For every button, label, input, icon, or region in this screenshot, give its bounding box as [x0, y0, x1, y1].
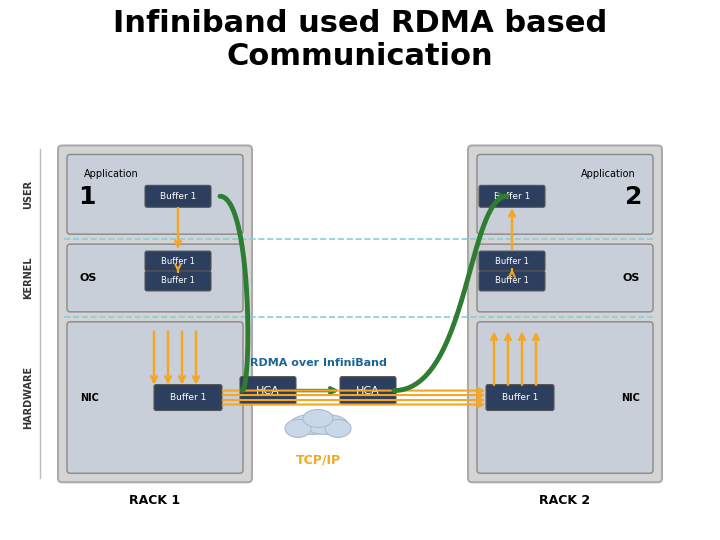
Text: NIC: NIC: [621, 393, 640, 402]
FancyBboxPatch shape: [479, 185, 545, 207]
Text: HCA: HCA: [356, 386, 380, 396]
Ellipse shape: [290, 415, 334, 434]
Text: 1: 1: [78, 185, 96, 210]
FancyBboxPatch shape: [486, 384, 554, 410]
FancyBboxPatch shape: [477, 154, 653, 234]
Text: Infiniband used RDMA based
Communication: Infiniband used RDMA based Communication: [113, 9, 607, 71]
Text: RACK 2: RACK 2: [539, 494, 590, 507]
FancyBboxPatch shape: [477, 322, 653, 473]
Text: OS: OS: [623, 273, 640, 283]
Ellipse shape: [325, 420, 351, 437]
FancyBboxPatch shape: [477, 244, 653, 312]
Text: NIC: NIC: [80, 393, 99, 402]
FancyBboxPatch shape: [479, 271, 545, 291]
Text: Buffer 1: Buffer 1: [494, 192, 530, 201]
Text: 2: 2: [625, 185, 642, 210]
FancyBboxPatch shape: [67, 322, 243, 473]
FancyBboxPatch shape: [58, 145, 252, 482]
FancyBboxPatch shape: [340, 376, 396, 404]
Text: Buffer 1: Buffer 1: [161, 256, 195, 266]
FancyBboxPatch shape: [240, 376, 296, 404]
FancyBboxPatch shape: [67, 244, 243, 312]
Text: HARDWARE: HARDWARE: [23, 366, 33, 429]
Text: Buffer 1: Buffer 1: [160, 192, 196, 201]
FancyBboxPatch shape: [154, 384, 222, 410]
Text: Buffer 1: Buffer 1: [170, 393, 206, 402]
Text: Application: Application: [84, 170, 139, 179]
FancyBboxPatch shape: [468, 145, 662, 482]
Ellipse shape: [304, 415, 348, 434]
Text: Buffer 1: Buffer 1: [495, 256, 529, 266]
Text: KERNEL: KERNEL: [23, 256, 33, 299]
FancyBboxPatch shape: [67, 154, 243, 234]
FancyBboxPatch shape: [145, 185, 211, 207]
Ellipse shape: [303, 409, 333, 428]
FancyBboxPatch shape: [145, 251, 211, 271]
Text: Buffer 1: Buffer 1: [161, 276, 195, 286]
Text: HCA: HCA: [256, 386, 280, 396]
Text: TCP/IP: TCP/IP: [295, 454, 341, 467]
FancyBboxPatch shape: [145, 271, 211, 291]
Text: RDMA over InfiniBand: RDMA over InfiniBand: [250, 357, 387, 368]
Text: RACK 1: RACK 1: [130, 494, 181, 507]
Text: OS: OS: [80, 273, 97, 283]
Text: Application: Application: [581, 170, 636, 179]
Text: Buffer 1: Buffer 1: [502, 393, 538, 402]
Ellipse shape: [285, 420, 311, 437]
Text: Buffer 1: Buffer 1: [495, 276, 529, 286]
FancyBboxPatch shape: [479, 251, 545, 271]
Text: USER: USER: [23, 180, 33, 209]
